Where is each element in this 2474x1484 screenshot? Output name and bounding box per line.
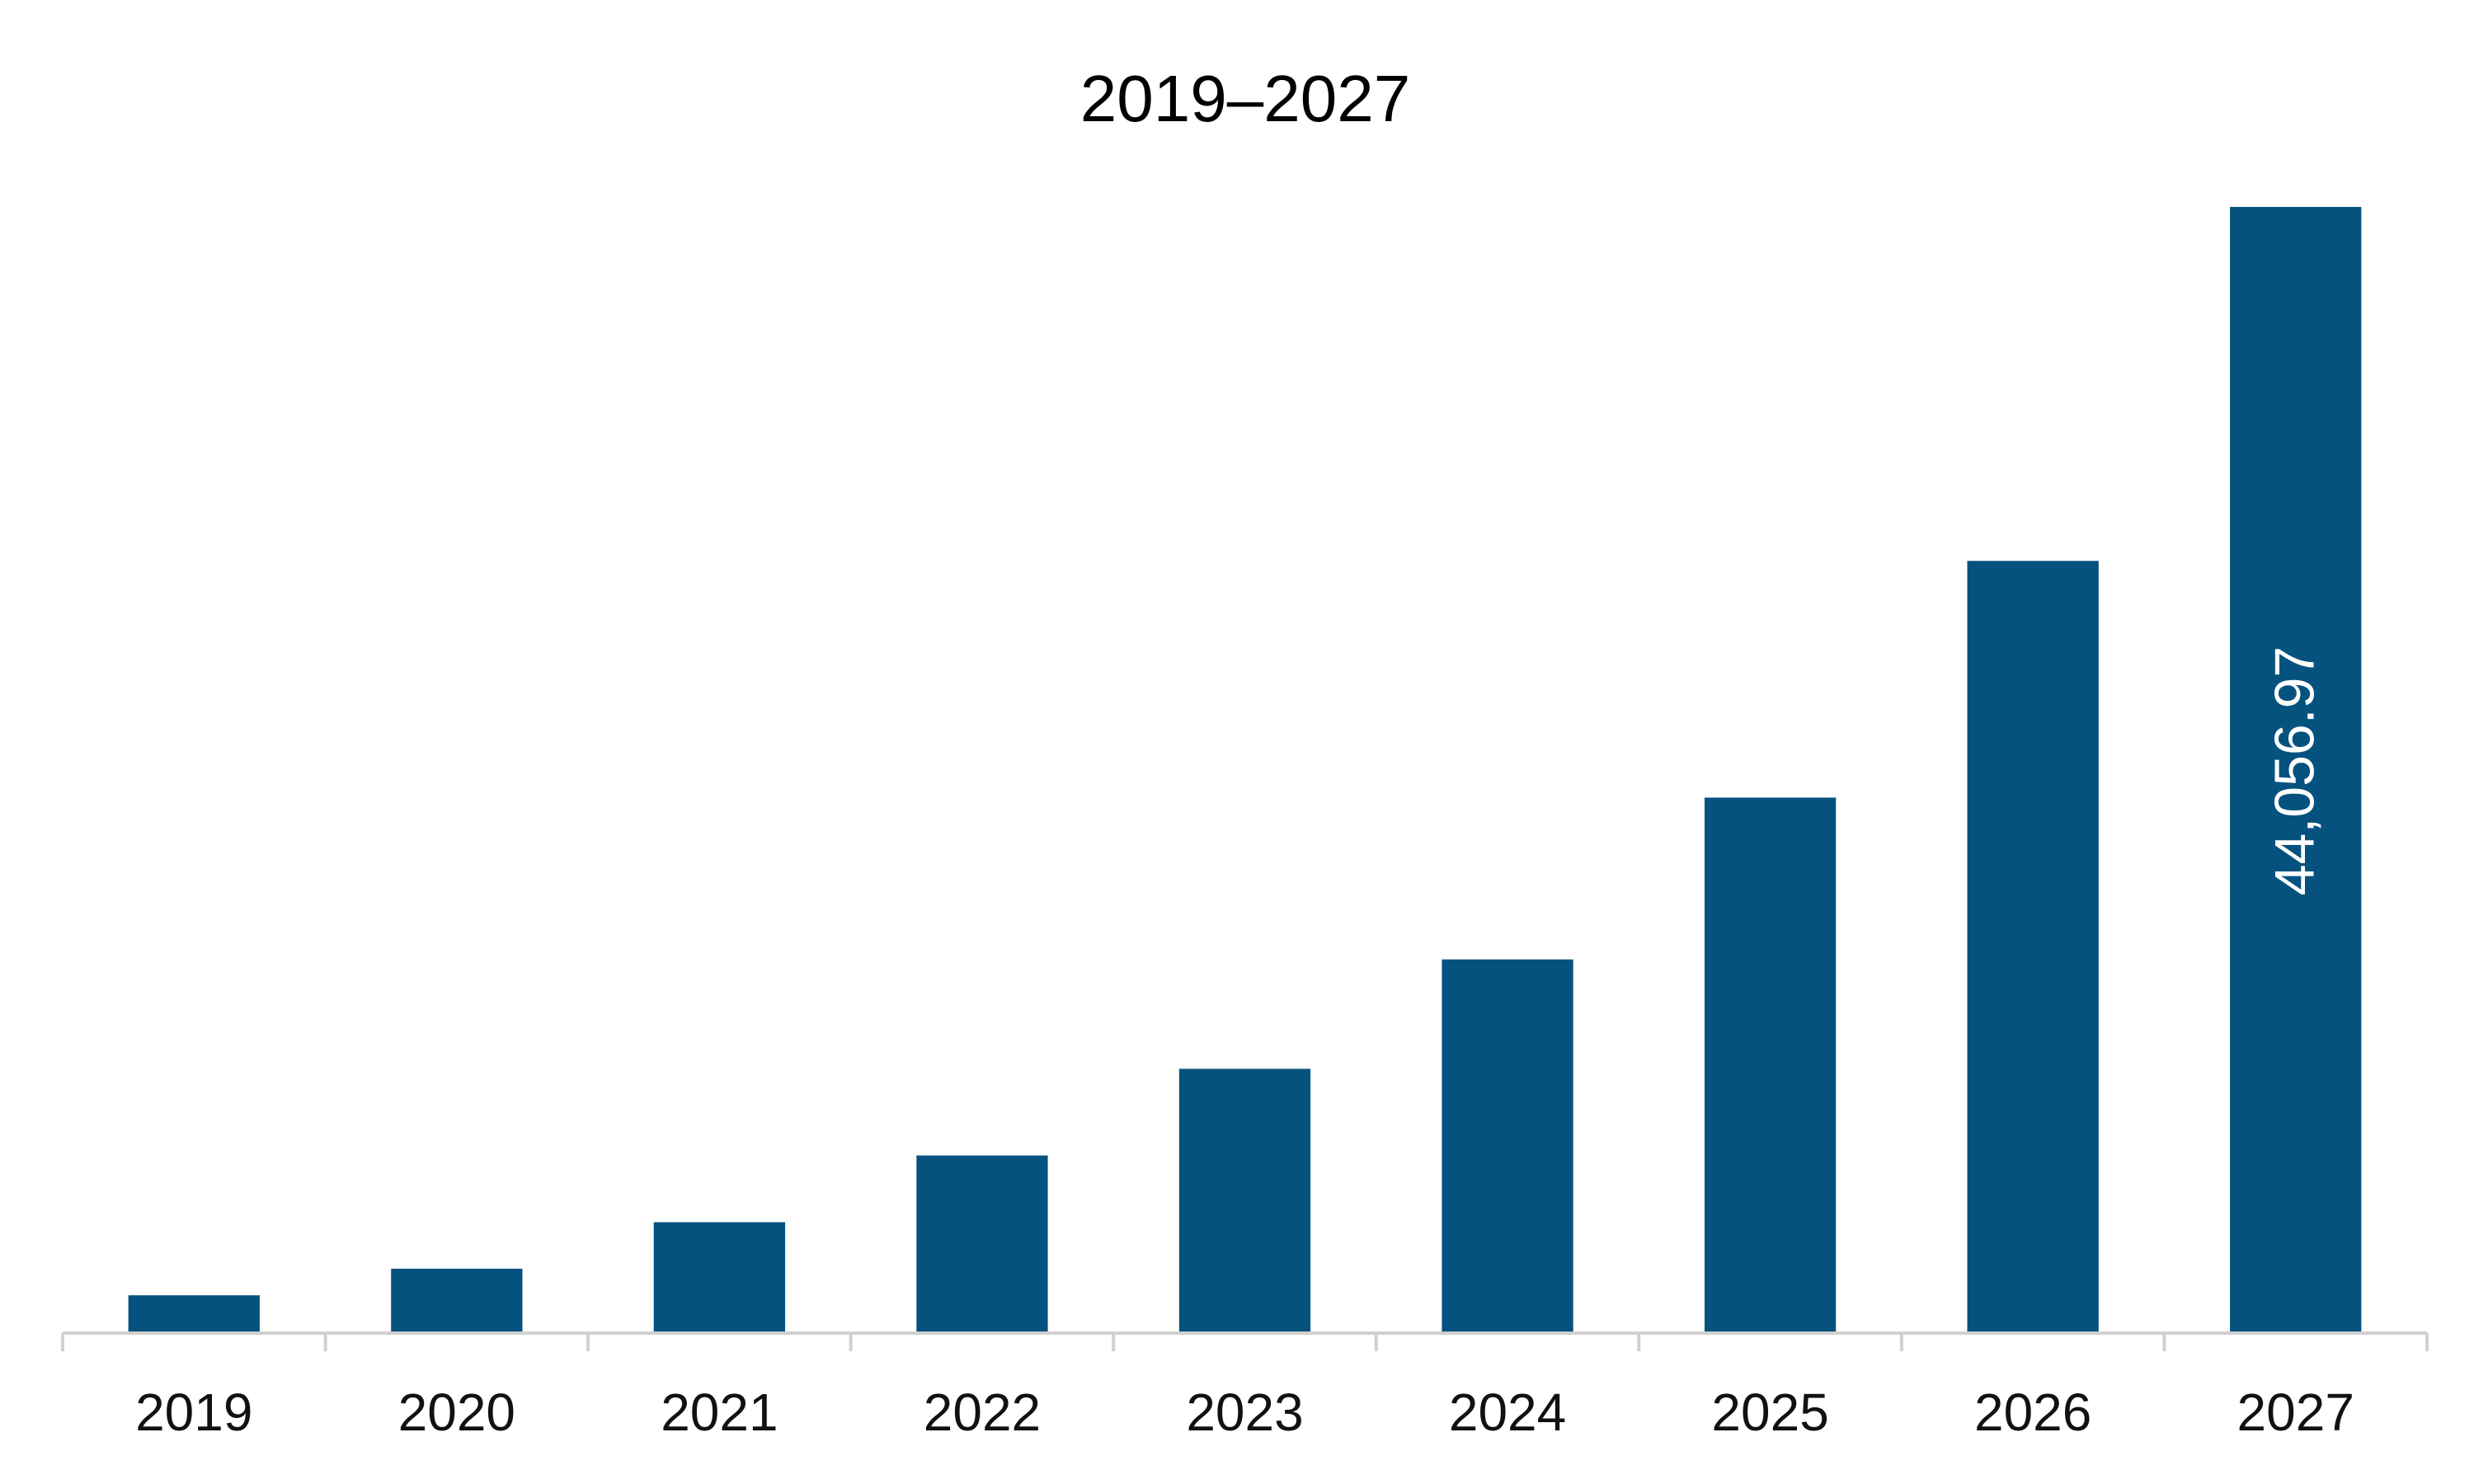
x-tick-label-2020: 2020: [398, 1383, 515, 1442]
x-tick-label-2025: 2025: [1711, 1383, 1828, 1442]
data-label-2027: 44,056.97: [2264, 646, 2326, 896]
x-tick-label-2022: 2022: [924, 1383, 1041, 1442]
x-tick-label-2024: 2024: [1449, 1383, 1566, 1442]
x-tick-label-2027: 2027: [2237, 1383, 2354, 1442]
bar-2026: [1967, 561, 2099, 1333]
x-tick-label-2019: 2019: [135, 1383, 252, 1442]
x-tick-label-2023: 2023: [1186, 1383, 1303, 1442]
x-tick-label-2026: 2026: [1974, 1383, 2091, 1442]
bars-group: [128, 207, 2362, 1333]
bar-2027: [2230, 207, 2362, 1333]
bar-2019: [128, 1295, 260, 1333]
data-labels-group: 44,056.97: [2264, 646, 2326, 896]
bar-2020: [391, 1268, 523, 1333]
chart-title: 2019–2027: [1080, 62, 1410, 135]
bar-2025: [1704, 797, 1837, 1333]
bar-2023: [1178, 1068, 1311, 1333]
bar-2022: [916, 1155, 1048, 1333]
bar-2021: [653, 1222, 786, 1333]
x-axis-tick-labels: 2019 2020 2021 2022 2023 2024 2025 2026 2027: [135, 1383, 2354, 1442]
x-axis-ticks: [61, 1333, 2429, 1351]
x-tick-label-2021: 2021: [661, 1383, 778, 1442]
bar-2024: [1442, 959, 1573, 1333]
